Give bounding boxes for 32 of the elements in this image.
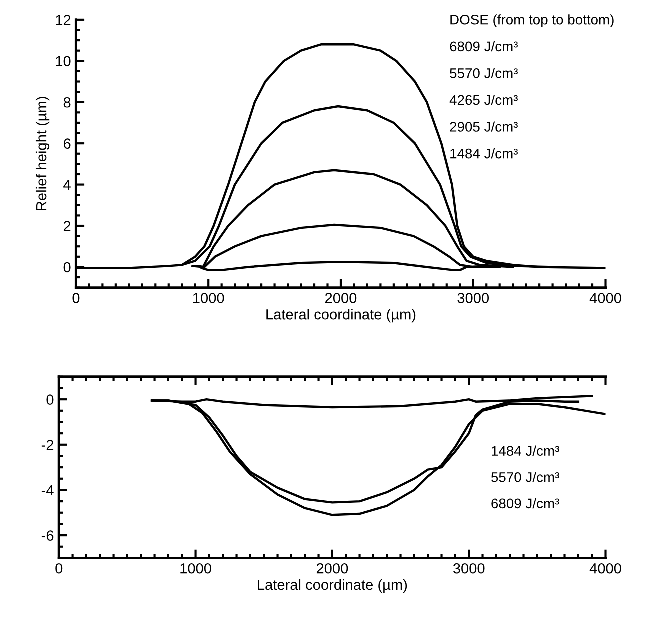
annotation: 6809 J/cm³ — [450, 41, 518, 52]
annotation: 4265 J/cm³ — [450, 94, 518, 106]
y-tick-label: 0 — [64, 262, 71, 273]
y-tick-label: 6 — [64, 138, 71, 150]
y-tick-label: -4 — [42, 485, 54, 496]
x-tick-label: 3000 — [453, 563, 485, 574]
y-tick-label: 10 — [56, 56, 71, 67]
y-tick-label: 8 — [64, 97, 71, 108]
y-tick-label: 2 — [64, 221, 71, 232]
x-tick-label: 2000 — [316, 563, 348, 574]
y-tick-label: 0 — [46, 394, 54, 406]
x-tick-label: 3000 — [458, 293, 490, 304]
y-tick-label: -2 — [42, 440, 54, 450]
annotation: 5570 J/cm³ — [492, 472, 560, 482]
annotation: 2905 J/cm³ — [450, 122, 518, 132]
x-tick-label: 1000 — [193, 293, 224, 304]
x-tick-label: 4000 — [590, 293, 622, 304]
x-tick-label: 0 — [72, 293, 80, 304]
annotation: 5570 J/cm³ — [450, 68, 518, 78]
annotation: 1484 J/cm³ — [450, 148, 518, 159]
x-axis-title: Lateral coordinate (µm) — [258, 579, 408, 594]
y-tick-label: -6 — [42, 530, 54, 541]
annotation: DOSE (from top to bottom) — [450, 14, 614, 28]
annotation: 6809 J/cm³ — [492, 498, 560, 509]
y-tick-label: 12 — [56, 15, 71, 26]
x-tick-label: 2000 — [325, 293, 357, 304]
y-tick-label: 4 — [64, 180, 71, 190]
x-tick-label: 1000 — [180, 563, 212, 574]
annotation: 1484 J/cm³ — [492, 446, 560, 456]
x-axis-title: Lateral coordinate (µm) — [266, 309, 416, 323]
y-axis-title: Relief height (µm) — [36, 97, 50, 210]
x-tick-label: 4000 — [590, 563, 622, 574]
